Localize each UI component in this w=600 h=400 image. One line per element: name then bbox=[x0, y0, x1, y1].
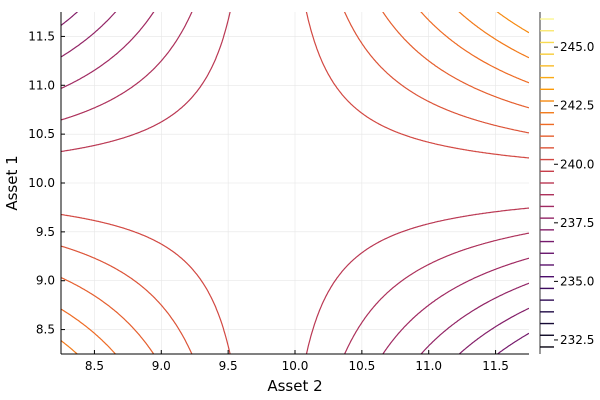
contour-line-16-1 bbox=[61, 213, 231, 354]
contour-line-19-0 bbox=[420, 12, 529, 84]
colorbar-tick-label: 245.0 bbox=[560, 40, 594, 54]
contour-line-17-0 bbox=[343, 12, 529, 134]
colorbar-tick-label: 240.0 bbox=[560, 157, 594, 171]
y-tick-label: 9.0 bbox=[36, 274, 55, 288]
contour-line-11-0 bbox=[61, 12, 117, 58]
contour-line-18-0 bbox=[382, 12, 529, 109]
x-tick-label: 8.5 bbox=[85, 359, 104, 373]
contour-line-14-0 bbox=[61, 12, 231, 153]
contour-line-13-1 bbox=[343, 232, 529, 354]
contour-line-12-1 bbox=[382, 257, 529, 354]
x-tick-label: 9.5 bbox=[219, 359, 238, 373]
contour-line-21-1 bbox=[61, 372, 161, 400]
colorbar-tick-label: 237.5 bbox=[560, 216, 594, 230]
x-axis-label: Asset 2 bbox=[267, 377, 322, 395]
x-tick-label: 10.5 bbox=[348, 359, 375, 373]
contour-line-20-0 bbox=[458, 12, 529, 59]
contour-line-7-1 bbox=[412, 383, 529, 400]
contour-line-22-0 bbox=[393, 0, 529, 8]
contour-line-16-0 bbox=[305, 12, 529, 159]
y-axis-label: Asset 1 bbox=[3, 155, 21, 210]
plot-grid bbox=[61, 12, 529, 354]
colorbar-tick-label: 242.5 bbox=[560, 99, 594, 113]
contour-line-21-0 bbox=[496, 12, 529, 34]
colorbar: 232.5 235.0 237.5 240.0 242.5 245.0 bbox=[539, 12, 594, 354]
contour-line-19-1 bbox=[61, 308, 117, 354]
contour-line-10-0 bbox=[61, 12, 79, 26]
contour-line-13-0 bbox=[61, 12, 193, 121]
contour-line-18-1 bbox=[61, 277, 155, 354]
x-tick-label: 10.0 bbox=[282, 359, 309, 373]
y-tick-label: 11.0 bbox=[28, 78, 55, 92]
x-tick-label: 11.0 bbox=[415, 359, 442, 373]
x-tick-label: 11.5 bbox=[482, 359, 509, 373]
y-axis-ticks: 8.5 9.0 9.5 10.0 10.5 11.0 11.5 bbox=[28, 29, 65, 337]
contour-lines bbox=[61, 0, 529, 400]
y-tick-label: 8.5 bbox=[36, 323, 55, 337]
contour-line-10-1 bbox=[458, 307, 529, 354]
x-axis-ticks: 8.5 9.0 9.5 10.0 10.5 11.0 11.5 bbox=[85, 350, 509, 373]
y-tick-label: 10.5 bbox=[28, 127, 55, 141]
y-tick-label: 10.0 bbox=[28, 176, 55, 190]
contour-line-14-1 bbox=[305, 207, 529, 354]
contour-line-9-1 bbox=[496, 332, 529, 354]
contour-line-11-1 bbox=[420, 282, 529, 354]
contour-line-17-1 bbox=[61, 245, 193, 354]
colorbar-tick-label: 235.0 bbox=[560, 274, 594, 288]
x-tick-label: 9.0 bbox=[152, 359, 171, 373]
colorbar-tick-label: 232.5 bbox=[560, 333, 594, 347]
y-tick-label: 9.5 bbox=[36, 225, 55, 239]
y-tick-label: 11.5 bbox=[28, 29, 55, 43]
contour-line-12-0 bbox=[61, 12, 155, 89]
